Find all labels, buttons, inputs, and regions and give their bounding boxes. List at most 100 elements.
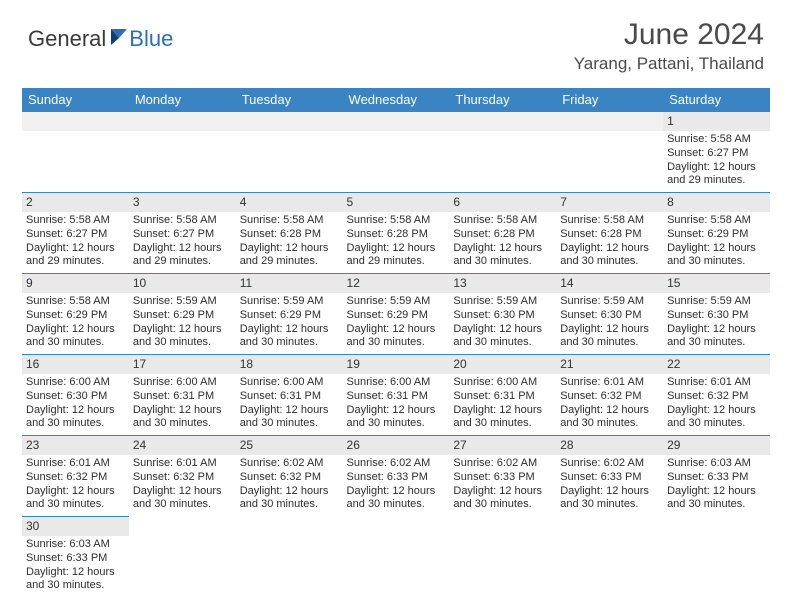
day-detail-line: and 30 minutes. [26, 579, 104, 591]
day-detail-line: Sunrise: 5:58 AM [26, 295, 110, 307]
day-detail-line: and 30 minutes. [347, 498, 425, 510]
day-detail-line: and 30 minutes. [667, 417, 745, 429]
day-detail-line: Sunrise: 5:58 AM [560, 214, 644, 226]
day-number: 13 [449, 274, 556, 293]
day-number: 25 [236, 436, 343, 455]
day-number [449, 517, 556, 536]
calendar-day-cell: 8Sunrise: 5:58 AMSunset: 6:29 PMDaylight… [663, 193, 770, 274]
day-detail-line: and 30 minutes. [133, 417, 211, 429]
day-number [22, 112, 129, 131]
calendar-day-cell: 9Sunrise: 5:58 AMSunset: 6:29 PMDaylight… [22, 274, 129, 355]
calendar-day-cell: 21Sunrise: 6:01 AMSunset: 6:32 PMDayligh… [556, 355, 663, 436]
day-detail-line: Daylight: 12 hours [240, 404, 329, 416]
day-detail-line: and 30 minutes. [347, 417, 425, 429]
calendar-day-cell: 20Sunrise: 6:00 AMSunset: 6:31 PMDayligh… [449, 355, 556, 436]
day-detail-line: and 30 minutes. [240, 336, 318, 348]
day-number [236, 517, 343, 536]
day-detail-line: and 30 minutes. [26, 417, 104, 429]
day-detail-line: Daylight: 12 hours [453, 323, 542, 335]
day-detail-line: Sunrise: 5:59 AM [133, 295, 217, 307]
day-detail-line: Sunset: 6:28 PM [240, 228, 321, 240]
calendar-week-row: 9Sunrise: 5:58 AMSunset: 6:29 PMDaylight… [22, 274, 770, 355]
day-detail-line: Sunrise: 6:03 AM [667, 457, 751, 469]
day-detail-line: Daylight: 12 hours [133, 404, 222, 416]
day-detail-line: Sunrise: 6:01 AM [667, 376, 751, 388]
day-number [449, 112, 556, 131]
day-details: Sunrise: 5:58 AMSunset: 6:27 PMDaylight:… [663, 131, 770, 192]
day-details: Sunrise: 5:58 AMSunset: 6:28 PMDaylight:… [449, 212, 556, 273]
weekday-header: Thursday [449, 88, 556, 112]
day-number: 19 [343, 355, 450, 374]
day-detail-line: and 30 minutes. [560, 417, 638, 429]
day-detail-line: Sunset: 6:27 PM [667, 147, 748, 159]
day-detail-line: Sunset: 6:32 PM [667, 390, 748, 402]
day-detail-line: Sunset: 6:30 PM [667, 309, 748, 321]
day-detail-line: and 30 minutes. [453, 255, 531, 267]
day-number: 14 [556, 274, 663, 293]
day-number [343, 112, 450, 131]
day-details: Sunrise: 6:02 AMSunset: 6:33 PMDaylight:… [556, 455, 663, 516]
day-number: 18 [236, 355, 343, 374]
calendar-day-cell: 2Sunrise: 5:58 AMSunset: 6:27 PMDaylight… [22, 193, 129, 274]
day-details: Sunrise: 5:58 AMSunset: 6:27 PMDaylight:… [22, 212, 129, 273]
day-detail-line: Sunset: 6:31 PM [133, 390, 214, 402]
day-detail-line: Daylight: 12 hours [26, 323, 115, 335]
day-detail-line: and 29 minutes. [240, 255, 318, 267]
day-number [129, 517, 236, 536]
day-number: 30 [22, 517, 129, 536]
day-detail-line: Sunrise: 6:00 AM [240, 376, 324, 388]
day-detail-line: Sunrise: 6:00 AM [26, 376, 110, 388]
day-number [663, 517, 770, 536]
day-detail-line: Sunset: 6:30 PM [26, 390, 107, 402]
day-detail-line: and 29 minutes. [667, 174, 745, 186]
calendar-empty-cell [129, 517, 236, 598]
calendar-empty-cell [343, 517, 450, 598]
day-detail-line: Sunset: 6:32 PM [133, 471, 214, 483]
brand-text-general: General [28, 26, 106, 52]
day-number: 2 [22, 193, 129, 212]
calendar-day-cell: 14Sunrise: 5:59 AMSunset: 6:30 PMDayligh… [556, 274, 663, 355]
day-detail-line: Sunset: 6:27 PM [26, 228, 107, 240]
day-detail-line: Sunset: 6:28 PM [560, 228, 641, 240]
day-detail-line: and 30 minutes. [453, 336, 531, 348]
day-detail-line: Sunrise: 5:58 AM [240, 214, 324, 226]
day-detail-line: Daylight: 12 hours [667, 161, 756, 173]
day-number [556, 112, 663, 131]
day-detail-line: Sunset: 6:31 PM [347, 390, 428, 402]
calendar-empty-cell [556, 112, 663, 193]
day-detail-line: Sunset: 6:29 PM [347, 309, 428, 321]
day-detail-line: Daylight: 12 hours [667, 323, 756, 335]
day-detail-line: Sunset: 6:28 PM [347, 228, 428, 240]
calendar-empty-cell [343, 112, 450, 193]
day-detail-line: and 30 minutes. [453, 417, 531, 429]
day-number: 22 [663, 355, 770, 374]
calendar-day-cell: 19Sunrise: 6:00 AMSunset: 6:31 PMDayligh… [343, 355, 450, 436]
day-detail-line: Daylight: 12 hours [667, 404, 756, 416]
day-details: Sunrise: 6:01 AMSunset: 6:32 PMDaylight:… [556, 374, 663, 435]
day-number: 23 [22, 436, 129, 455]
day-detail-line: Sunrise: 6:01 AM [560, 376, 644, 388]
day-detail-line: Daylight: 12 hours [133, 485, 222, 497]
day-number: 3 [129, 193, 236, 212]
calendar-day-cell: 25Sunrise: 6:02 AMSunset: 6:32 PMDayligh… [236, 436, 343, 517]
day-detail-line: Daylight: 12 hours [240, 242, 329, 254]
day-detail-line: Sunset: 6:27 PM [133, 228, 214, 240]
calendar-day-cell: 12Sunrise: 5:59 AMSunset: 6:29 PMDayligh… [343, 274, 450, 355]
page-header: General Blue June 2024 Yarang, Pattani, … [0, 0, 792, 78]
calendar-day-cell: 11Sunrise: 5:59 AMSunset: 6:29 PMDayligh… [236, 274, 343, 355]
day-detail-line: Sunset: 6:28 PM [453, 228, 534, 240]
day-detail-line: and 29 minutes. [133, 255, 211, 267]
brand-logo: General Blue [28, 26, 173, 52]
calendar-empty-cell [129, 112, 236, 193]
day-detail-line: Daylight: 12 hours [347, 242, 436, 254]
weekday-header: Monday [129, 88, 236, 112]
calendar-week-row: 2Sunrise: 5:58 AMSunset: 6:27 PMDaylight… [22, 193, 770, 274]
calendar-week-row: 23Sunrise: 6:01 AMSunset: 6:32 PMDayligh… [22, 436, 770, 517]
day-detail-line: Sunset: 6:31 PM [453, 390, 534, 402]
calendar-day-cell: 30Sunrise: 6:03 AMSunset: 6:33 PMDayligh… [22, 517, 129, 598]
day-detail-line: Sunrise: 5:59 AM [240, 295, 324, 307]
calendar-day-cell: 3Sunrise: 5:58 AMSunset: 6:27 PMDaylight… [129, 193, 236, 274]
day-detail-line: Daylight: 12 hours [347, 323, 436, 335]
day-details: Sunrise: 6:02 AMSunset: 6:32 PMDaylight:… [236, 455, 343, 516]
day-detail-line: Sunrise: 5:59 AM [560, 295, 644, 307]
